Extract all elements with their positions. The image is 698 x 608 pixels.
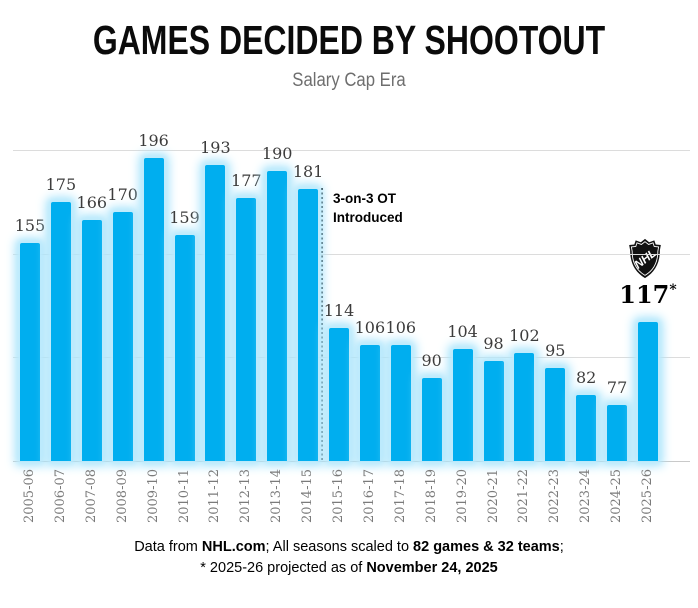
bar: [452, 349, 473, 461]
bar-value-label: 82: [576, 367, 597, 387]
x-axis-label: 2020-21: [485, 468, 501, 524]
x-axis-label: 2011-12: [207, 468, 223, 524]
x-axis-label: 2015-16: [331, 468, 346, 524]
x-axis-label: 2017-18: [392, 468, 408, 524]
bar: [607, 405, 628, 461]
bar-value-label: 106: [385, 317, 417, 337]
x-axis-label: 2010-11: [176, 468, 192, 524]
bar-value-label: 155: [14, 216, 46, 236]
nhl-shield-icon: NHL: [629, 238, 661, 279]
bar: [267, 170, 288, 461]
bar: [81, 220, 102, 461]
bar: [174, 235, 195, 461]
bar-value-label: 170: [107, 185, 138, 205]
bar: [143, 158, 164, 461]
bar: [359, 344, 380, 461]
bar-value-label: 175: [45, 174, 77, 194]
ot-rule-divider-line: [321, 188, 323, 461]
bar-value-label: 190: [261, 143, 293, 163]
bar: [545, 367, 566, 461]
x-axis-label: 2023-24: [578, 468, 594, 524]
x-axis-label: 2006-07: [52, 468, 68, 524]
ot-annotation-line1: 3-on-3 OT: [333, 191, 396, 206]
bar-value-label: 77: [606, 378, 628, 398]
bar: [20, 243, 40, 461]
x-axis-label: 2014-15: [300, 468, 316, 524]
bar-value-label: 193: [200, 137, 231, 157]
x-axis-label: 2021-22: [516, 468, 532, 524]
bar: [514, 353, 535, 461]
footer-line-2: * 2025-26 projected as of November 24, 2…: [200, 560, 498, 576]
bar-value-label: 166: [76, 193, 108, 213]
gridline: [13, 150, 690, 151]
x-axis-label: 2008-09: [114, 468, 130, 524]
x-axis-label: 2019-20: [454, 468, 470, 524]
ot-annotation: 3-on-3 OT Introduced: [333, 189, 403, 227]
bar-value-label: 177: [231, 170, 262, 190]
bar: [298, 189, 319, 461]
bar-value-label: 98: [483, 334, 504, 354]
x-axis-label: 2025-26: [640, 468, 655, 524]
bar-value-label: 106: [354, 317, 386, 337]
x-axis-label: 2007-08: [83, 468, 99, 524]
bar-value-label: 196: [138, 131, 169, 151]
bar: [421, 378, 442, 461]
bar: [112, 212, 133, 461]
chart-header: GAMES DECIDED BY SHOOTOUT Salary Cap Era: [0, 0, 698, 92]
bar: [329, 328, 349, 461]
bar: [236, 197, 257, 461]
bar: [205, 164, 226, 461]
bar-value-label: 95: [545, 340, 566, 360]
bar: [390, 344, 411, 461]
x-axis-label: 2018-19: [423, 468, 439, 524]
x-axis-label: 2005-06: [22, 468, 37, 524]
x-axis-label: 2013-14: [269, 468, 285, 524]
gridline: [13, 253, 690, 255]
x-axis-label: 2022-23: [547, 468, 563, 524]
x-axis-line: [13, 461, 690, 462]
x-axis-label: 2009-10: [145, 468, 161, 524]
bar: [576, 394, 597, 461]
x-axis-label: 2012-13: [238, 468, 254, 524]
bar: [483, 361, 504, 461]
x-axis-label: 2024-25: [609, 468, 625, 524]
page-title: GAMES DECIDED BY SHOOTOUT: [92, 17, 606, 63]
footer-line-1: Data from NHL.com; All seasons scaled to…: [134, 539, 564, 555]
bar-value-label: 159: [169, 208, 200, 227]
projected-value-label: 117*: [619, 280, 677, 310]
ot-annotation-line2: Introduced: [333, 210, 403, 225]
bar-value-label: 102: [509, 326, 540, 346]
page-subtitle: Salary Cap Era: [292, 70, 406, 91]
bar-value-label: 104: [447, 322, 478, 342]
bar: [638, 322, 658, 461]
x-axis-label: 2016-17: [361, 468, 377, 524]
bar-value-label: 114: [323, 301, 355, 321]
bar: [50, 201, 71, 461]
bar-value-label: 181: [292, 162, 324, 182]
gridline: [13, 357, 690, 359]
bar-value-label: 90: [421, 351, 442, 371]
